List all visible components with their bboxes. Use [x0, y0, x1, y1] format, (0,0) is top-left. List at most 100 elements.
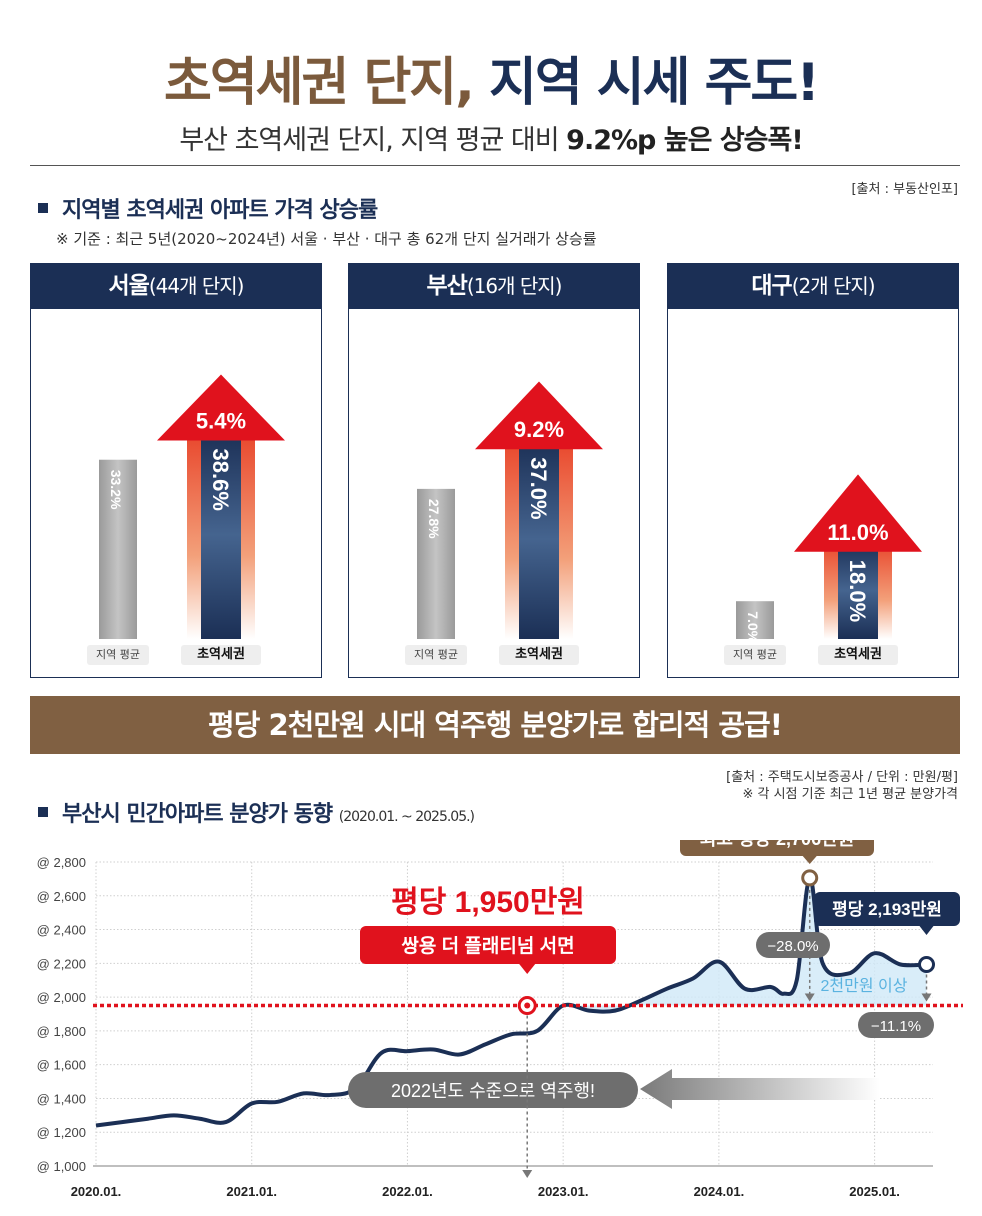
diff-label: 11.0% [827, 520, 888, 545]
diff-label: 9.2% [514, 417, 564, 442]
y-tick-label: @ 2,000 [37, 990, 86, 1005]
price-line [95, 875, 927, 1128]
current-marker [918, 956, 936, 974]
section1-title-text: 지역별 초역세권 아파트 가격 상승률 [62, 198, 378, 223]
current-drop-arrow-icon [921, 993, 932, 1002]
avg-bar [417, 488, 455, 639]
title-part2: 지역 시세 주도! [489, 53, 820, 113]
station-bar-label: 18.0% [845, 560, 870, 622]
peak-pointer-icon [802, 856, 817, 864]
station-bar [838, 541, 878, 639]
reverse-label: 2022년도 수준으로 역주행! [391, 1081, 595, 1101]
region-name: 대구 [751, 273, 792, 299]
section1-source: [출처 : 부동산인포] [851, 182, 958, 197]
reverse-arrow-icon [640, 1069, 880, 1109]
reverse-label-box [348, 1072, 638, 1108]
region-panel-title: 대구(2개 단지) [667, 263, 959, 309]
y-tick-label: @ 1,800 [37, 1024, 86, 1039]
peak-marker [801, 869, 819, 887]
region-panel-title: 서울(44개 단지) [30, 263, 322, 309]
avg-bar [736, 601, 774, 639]
avg-bar-label: 27.8% [426, 499, 442, 539]
x-tick-label: 2021.01. [226, 1184, 277, 1199]
section1-title: 지역별 초역세권 아파트 가격 상승률 [38, 192, 378, 224]
avg-label: 지역 평균 [87, 645, 149, 665]
station-bar [201, 430, 241, 639]
avg-bar [99, 459, 137, 639]
station-bar-label: 38.6% [208, 449, 233, 511]
region-complex-count: (16개 단지) [466, 274, 563, 298]
section2-period: (2020.01. ~ 2025.05.) [338, 809, 475, 825]
station-label: 초역세권 [181, 645, 261, 665]
avg-bar-label: 33.2% [108, 470, 124, 510]
peak-label-box [680, 840, 874, 856]
region-bar-chart: 27.8% 9.2% 37.0% [417, 381, 603, 639]
diff-label: 5.4% [196, 409, 246, 434]
avg-bar-label: 7.0% [745, 611, 761, 643]
current-label-box [814, 892, 960, 926]
region-panel: 부산(16개 단지) 27.8% 9.2% 37.0% 지역 평균 초역세권 [348, 263, 640, 679]
avg-label: 지역 평균 [724, 645, 786, 665]
diff-peak-box [756, 932, 830, 958]
x-tick-label: 2024.01. [694, 1184, 745, 1199]
subtitle-prefix: 부산 초역세권 단지, 지역 평균 대비 [179, 125, 567, 156]
title-part1: 초역세권 단지, [164, 53, 475, 113]
section2-title-text: 부산시 민간아파트 분양가 동향 [62, 802, 333, 827]
price-trend-chart: @ 1,000 @ 1,200 @ 1,400 @ 1,600 @ 1,800 @ 2,0… [37, 840, 963, 1199]
region-panel: 서울(44개 단지) 33.2% 5.4% 38.6% 지역 평균 초역세권 [30, 263, 322, 679]
arrow-head-icon [475, 381, 603, 450]
y-tick-label: @ 2,400 [37, 923, 86, 938]
banner: 평당 2천만원 시대 역주행 분양가로 합리적 공급! [30, 696, 960, 754]
region-complex-count: (44개 단지) [148, 274, 245, 298]
section1-criteria: ※ 기준 : 최근 5년(2020~2024년) 서울 · 부산 · 대구 총 … [56, 230, 597, 248]
subtitle-highlight: 9.2%p 높은 상승폭! [566, 125, 804, 156]
point1-drop-arrow-icon [522, 1170, 533, 1178]
region-complex-count: (2개 단지) [791, 274, 876, 298]
above-2000-area [563, 877, 927, 1012]
region-panel-body: 27.8% 9.2% 37.0% 지역 평균 초역세권 [348, 309, 640, 678]
section2-title: 부산시 민간아파트 분양가 동향 (2020.01. ~ 2025.05.) [38, 796, 475, 828]
x-tick-label: 2023.01. [538, 1184, 589, 1199]
page-subtitle: 부산 초역세권 단지, 지역 평균 대비 9.2%p 높은 상승폭! [0, 118, 982, 157]
reverse-arrow: 2022년도 수준으로 역주행! [348, 1069, 880, 1109]
peak-label: 최고 평당 2,706만원 [700, 840, 854, 849]
y-tick-label: @ 1,000 [37, 1159, 86, 1174]
region-name: 부산 [426, 273, 468, 299]
point1-title: 평당 1,950만원 [391, 886, 585, 919]
point1-name: 쌍용 더 플래티넘 서면 [401, 935, 574, 957]
x-tick-label: 2025.01. [849, 1184, 900, 1199]
peak-drop-arrow-icon [804, 993, 815, 1002]
arrow-head-icon [157, 374, 285, 441]
region-name: 서울 [108, 273, 150, 299]
region-bar-chart: 7.0% 11.0% 18.0% [736, 474, 922, 644]
zone-label: 2천만원 이상 [821, 977, 908, 995]
bullet-square-icon [38, 807, 48, 817]
diff-peak-label: −28.0% [767, 938, 818, 955]
diff-base-box [858, 1012, 934, 1038]
region-panel-title: 부산(16개 단지) [348, 263, 640, 309]
diff-base-label: −11.1% [871, 1018, 921, 1035]
station-bar-label: 37.0% [526, 457, 551, 519]
point1-pointer-icon [519, 964, 536, 974]
section2-source-line2: ※ 각 시점 기준 최근 1년 평균 분양가격 [742, 787, 958, 802]
region-panel: 대구(2개 단지) 7.0% 11.0% 18.0% 지역 평균 초역세권 [667, 263, 959, 679]
y-tick-label: @ 2,200 [37, 956, 86, 971]
region-panel-body: 7.0% 11.0% 18.0% 지역 평균 초역세권 [667, 309, 959, 678]
station-label: 초역세권 [499, 645, 579, 665]
section2-source-line1: [출처 : 주택도시보증공사 / 단위 : 만원/평] [726, 770, 958, 785]
arrow-head-icon [794, 474, 922, 552]
station-bar [519, 439, 559, 639]
x-tick-label: 2022.01. [382, 1184, 433, 1199]
region-bar-chart: 33.2% 5.4% 38.6% [99, 374, 285, 639]
y-tick-label: @ 2,600 [37, 889, 86, 904]
point1-marker-center [524, 1002, 531, 1009]
point1-name-box [360, 926, 616, 964]
region-panel-body: 33.2% 5.4% 38.6% 지역 평균 초역세권 [30, 309, 322, 678]
y-tick-label: @ 1,200 [37, 1125, 86, 1140]
station-label: 초역세권 [818, 645, 898, 665]
avg-label: 지역 평균 [405, 645, 467, 665]
y-tick-label: @ 2,800 [37, 855, 86, 870]
y-tick-label: @ 1,600 [37, 1058, 86, 1073]
current-label: 평당 2,193만원 [832, 900, 942, 919]
page-title: 초역세권 단지, 지역 시세 주도! [0, 40, 982, 115]
